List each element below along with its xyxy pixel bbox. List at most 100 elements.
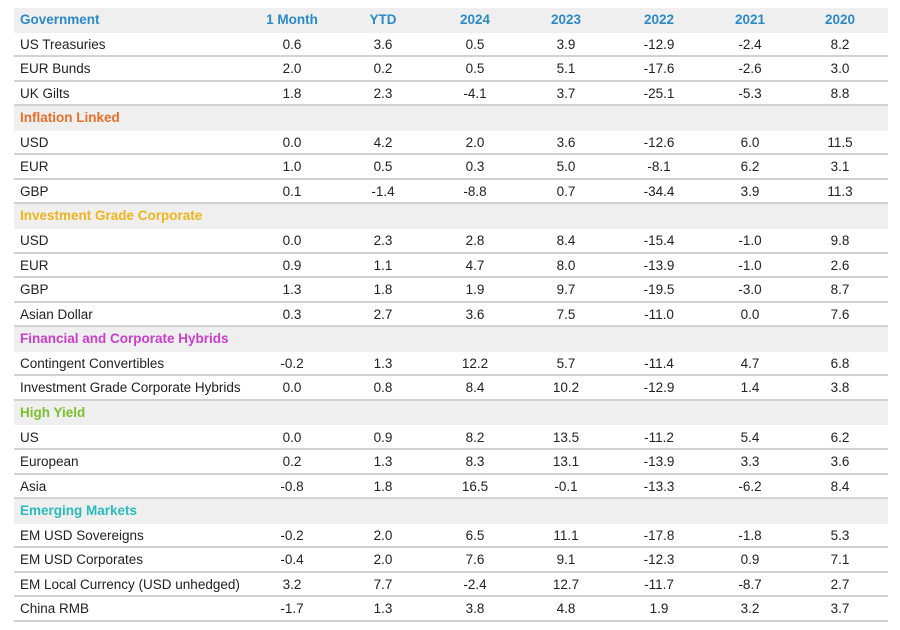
section-row: Inflation Linked — [14, 106, 888, 131]
value-cell: 0.1 — [282, 183, 302, 199]
value-cell: 3.3 — [740, 454, 760, 470]
value-cell: 7.5 — [556, 306, 576, 322]
data-row: US Treasuries 0.6 3.6 0.5 3.9 -12.9 -2.4 8.2 — [14, 33, 888, 58]
value-cell: 0.2 — [282, 454, 302, 470]
value-cell: 3.6 — [465, 306, 485, 322]
value-cell: -0.1 — [554, 478, 578, 494]
column-header: 2020 — [824, 12, 856, 27]
value-cell: -11.2 — [644, 429, 674, 445]
value-cell: 3.9 — [740, 183, 760, 199]
value-cell: 5.1 — [556, 61, 576, 77]
data-row: USD 0.0 2.3 2.8 8.4 -15.4 -1.0 9.8 — [14, 229, 888, 254]
value-cell: 0.7 — [556, 183, 576, 199]
row-label: EUR — [20, 257, 49, 273]
value-cell: 9.7 — [556, 282, 576, 298]
row-label: EM USD Corporates — [20, 552, 144, 568]
value-cell: 11.5 — [827, 134, 853, 150]
value-cell: 0.0 — [740, 306, 760, 322]
header-row: Government 1 Month YTD 2024 2023 2022 2021 2020 — [14, 8, 888, 33]
value-cell: 8.7 — [830, 282, 850, 298]
value-cell: -11.7 — [644, 576, 674, 592]
data-row: GBP 1.3 1.8 1.9 9.7 -19.5 -3.0 8.7 — [14, 278, 888, 303]
value-cell: -13.3 — [643, 478, 675, 494]
data-row: EM USD Corporates -0.4 2.0 7.6 9.1 -12.3 0.9 7.… — [14, 548, 888, 573]
value-cell: -13.9 — [643, 454, 675, 470]
value-cell: 1.0 — [282, 159, 302, 175]
row-label: EM Local Currency (USD unhedged) — [20, 576, 240, 592]
value-cell: 4.7 — [465, 257, 485, 273]
value-cell: 2.7 — [830, 576, 850, 592]
value-cell: 0.9 — [282, 257, 302, 273]
value-cell: -4.1 — [463, 85, 487, 101]
value-cell: 2.7 — [373, 306, 393, 322]
value-cell: 3.2 — [282, 576, 302, 592]
data-row: Asian Dollar 0.3 2.7 3.6 7.5 -11.0 0.0 7.6 — [14, 303, 888, 328]
value-cell: -2.4 — [738, 36, 762, 52]
value-cell: -2.6 — [738, 61, 762, 77]
value-cell: -12.9 — [643, 380, 675, 396]
value-cell: -8.1 — [647, 159, 671, 175]
value-cell: -1.8 — [738, 527, 762, 543]
section-row: Financial and Corporate Hybrids — [14, 327, 888, 352]
value-cell: 10.2 — [552, 380, 580, 396]
row-label: EUR Bunds — [20, 61, 91, 77]
data-row: US 0.0 0.9 8.2 13.5 -11.2 5.4 6.2 — [14, 426, 888, 451]
row-label: European — [20, 454, 79, 470]
value-cell: 7.7 — [373, 576, 393, 592]
value-cell: 6.2 — [830, 429, 850, 445]
row-label: GBP — [20, 183, 49, 199]
value-cell: -2.4 — [463, 576, 487, 592]
data-row: Asia -0.8 1.8 16.5 -0.1 -13.3 -6.2 8.4 — [14, 475, 888, 500]
value-cell: 9.8 — [830, 233, 850, 249]
value-cell: 1.3 — [282, 282, 302, 298]
value-cell: 0.5 — [465, 61, 485, 77]
value-cell: 1.8 — [373, 282, 393, 298]
value-cell: 1.9 — [465, 282, 485, 298]
row-label: EM USD Sovereigns — [20, 527, 144, 543]
value-cell: 6.8 — [830, 355, 850, 371]
value-cell: 0.5 — [373, 159, 393, 175]
column-header: 1 Month — [266, 12, 318, 27]
value-cell: -25.1 — [643, 85, 675, 101]
value-cell: 8.2 — [830, 36, 850, 52]
value-cell: -5.3 — [738, 85, 762, 101]
row-label: US Treasuries — [20, 36, 106, 52]
value-cell: 3.9 — [556, 36, 576, 52]
value-cell: 0.8 — [373, 380, 393, 396]
value-cell: 0.0 — [282, 429, 302, 445]
row-label: UK Gilts — [20, 85, 70, 101]
value-cell: -17.6 — [643, 61, 675, 77]
data-row: EM USD Sovereigns -0.2 2.0 6.5 11.1 -17.8 -1.8… — [14, 524, 888, 549]
value-cell: 0.9 — [740, 552, 760, 568]
value-cell: -15.4 — [643, 233, 675, 249]
value-cell: 5.0 — [556, 159, 576, 175]
value-cell: 2.0 — [373, 552, 393, 568]
value-cell: -19.5 — [643, 282, 675, 298]
value-cell: -8.7 — [738, 576, 762, 592]
value-cell: 0.0 — [282, 233, 302, 249]
row-label: Asia — [20, 478, 47, 494]
value-cell: 8.4 — [556, 233, 576, 249]
value-cell: -17.8 — [643, 527, 675, 543]
value-cell: 2.0 — [465, 134, 485, 150]
value-cell: 9.1 — [556, 552, 576, 568]
row-label: GBP — [20, 282, 49, 298]
value-cell: 3.0 — [830, 61, 850, 77]
value-cell: -12.3 — [643, 552, 675, 568]
value-cell: 1.3 — [373, 355, 393, 371]
value-cell: 3.2 — [740, 601, 760, 617]
value-cell: 1.8 — [373, 478, 393, 494]
column-header: 2022 — [643, 12, 675, 27]
value-cell: 8.4 — [465, 380, 485, 396]
value-cell: 5.3 — [830, 527, 850, 543]
row-label: Asian Dollar — [20, 306, 93, 322]
value-cell: 5.4 — [740, 429, 760, 445]
value-cell: 12.7 — [552, 576, 580, 592]
value-cell: 7.6 — [830, 306, 850, 322]
value-cell: 3.8 — [830, 380, 850, 396]
data-row: European 0.2 1.3 8.3 13.1 -13.9 3.3 3.6 — [14, 450, 888, 475]
value-cell: 2.3 — [373, 85, 393, 101]
value-cell: 0.2 — [373, 61, 393, 77]
data-row: Contingent Convertibles -0.2 1.3 12.2 5.7 -11… — [14, 352, 888, 377]
